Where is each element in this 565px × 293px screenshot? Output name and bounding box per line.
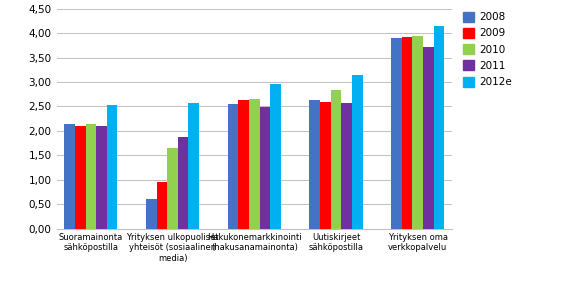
Bar <box>270 84 281 229</box>
Bar <box>391 38 402 229</box>
Bar <box>157 182 167 229</box>
Bar <box>331 90 341 229</box>
Bar <box>64 124 75 229</box>
Bar <box>146 199 157 229</box>
Legend: 2008, 2009, 2010, 2011, 2012e: 2008, 2009, 2010, 2011, 2012e <box>461 10 514 89</box>
Bar <box>259 108 270 229</box>
Bar <box>320 102 331 229</box>
Bar <box>85 124 96 229</box>
Bar <box>238 100 249 229</box>
Bar <box>341 103 352 229</box>
Bar <box>352 75 363 229</box>
Bar <box>189 103 199 229</box>
Bar <box>310 100 320 229</box>
Bar <box>228 104 238 229</box>
Bar <box>433 26 444 229</box>
Bar <box>423 47 433 229</box>
Bar <box>96 126 107 229</box>
Bar <box>107 105 118 229</box>
Bar <box>178 137 189 229</box>
Bar <box>167 148 178 229</box>
Bar <box>402 37 412 229</box>
Bar <box>75 126 85 229</box>
Bar <box>249 99 259 229</box>
Bar <box>412 36 423 229</box>
